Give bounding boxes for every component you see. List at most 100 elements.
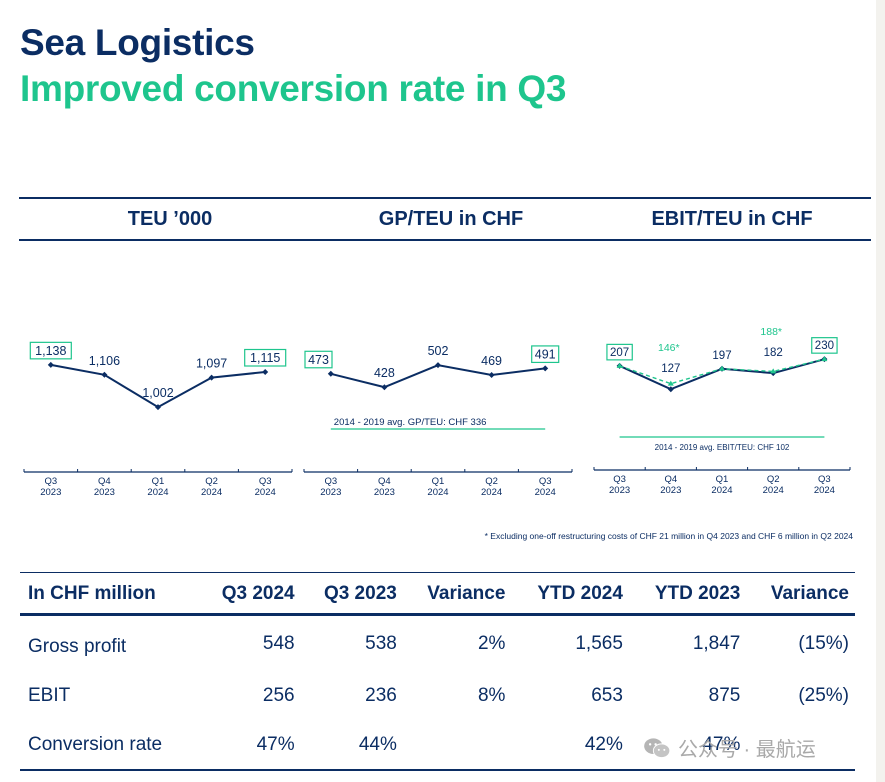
highlight-box: [244, 348, 287, 367]
x-tick-label-year: 2024: [255, 487, 276, 498]
col-header-ytd-2023: YTD 2023: [654, 583, 741, 604]
x-tick-label-quarter: Q1: [432, 476, 445, 487]
data-point: [488, 371, 495, 378]
x-tick-label-year: 2024: [427, 487, 448, 498]
cell: [403, 720, 512, 770]
chart-title-ebit-teu: EBIT/TEU in CHF: [651, 208, 813, 230]
col-header-q3-2024: Q3 2024: [221, 583, 295, 604]
reference-line-label: 2014 - 2019 avg. EBIT/TEU: CHF 102: [655, 443, 790, 452]
highlight-box: [304, 350, 333, 369]
data-point: [47, 361, 54, 368]
x-tick-label-year: 2023: [660, 485, 681, 496]
cell: 1,847: [692, 632, 741, 654]
data-label: 428: [374, 366, 395, 380]
cell: (25%): [798, 684, 849, 706]
x-tick-label-quarter: Q4: [664, 474, 677, 485]
table-row: EBIT 256 236 8% 653 875 (25%): [20, 671, 855, 720]
series-line: [330, 364, 546, 389]
col-header-ytd-2024: YTD 2024: [537, 583, 623, 604]
wechat-icon: [644, 737, 671, 758]
data-label: 1,115: [250, 351, 280, 365]
cell: (15%): [798, 632, 849, 654]
col-header-metric: In CHF million: [28, 583, 156, 604]
watermark: 公众号 · 最航运: [642, 733, 816, 762]
x-tick-label-quarter: Q4: [378, 476, 391, 487]
x-tick-label-quarter: Q3: [613, 474, 626, 485]
data-point: [262, 369, 269, 375]
cell-metric: EBIT: [28, 684, 71, 706]
data-point-adjusted: [821, 356, 828, 362]
table-row: Conversion rate 47% 44% 42% 47%: [20, 720, 855, 770]
right-edge-strip: [876, 0, 885, 782]
data-point-adjusted: [667, 380, 674, 386]
x-tick-label-quarter: Q3: [259, 476, 272, 487]
data-label: 207: [610, 347, 629, 359]
x-tick-label-year: 2024: [147, 487, 168, 498]
highlight-box: [606, 343, 633, 361]
reference-line-label: 2014 - 2019 avg. GP/TEU: CHF 336: [334, 417, 487, 428]
cell: 42%: [584, 733, 623, 755]
cell: 548: [262, 632, 295, 654]
cell: 8%: [477, 684, 506, 706]
data-point: [381, 384, 388, 391]
x-tick-label-quarter: Q1: [716, 474, 729, 485]
data-label-adjusted: 188*: [760, 326, 782, 338]
x-tick-label-year: 2023: [94, 487, 115, 498]
col-header-q3-2023: Q3 2023: [323, 583, 397, 604]
data-point: [327, 370, 334, 377]
cell: 653: [591, 684, 623, 706]
cell: 256: [262, 684, 295, 706]
data-label: 197: [712, 350, 731, 362]
data-point: [667, 386, 674, 393]
x-tick-label-quarter: Q3: [539, 476, 552, 487]
col-header-variance-q: Variance: [427, 583, 506, 604]
data-label: 1,106: [89, 354, 120, 368]
cell: 236: [365, 684, 397, 706]
data-label: 469: [481, 354, 502, 368]
data-point: [435, 362, 441, 369]
x-tick-label-year: 2024: [711, 485, 732, 496]
data-point-adjusted: [616, 362, 623, 368]
charts-top-divider: [19, 197, 871, 199]
table-header-row: In CHF million Q3 2024 Q3 2023 Variance …: [20, 572, 855, 615]
highlight-box: [531, 345, 560, 364]
x-tick-label-year: 2024: [763, 485, 784, 496]
chart-title-gp-teu: GP/TEU in CHF: [378, 208, 524, 230]
x-tick-label-year: 2023: [320, 487, 341, 498]
financial-table: In CHF million Q3 2024 Q3 2023 Variance …: [20, 572, 855, 771]
cell: 1,565: [575, 632, 623, 654]
data-label: 1,097: [196, 357, 227, 371]
highlight-box: [811, 337, 838, 354]
cell: 47%: [256, 733, 295, 755]
x-tick-label-quarter: Q4: [98, 476, 111, 487]
x-tick-label-year: 2023: [374, 487, 395, 498]
data-label: 1,002: [142, 386, 173, 400]
cell: 875: [708, 684, 741, 706]
data-label: 127: [661, 363, 680, 375]
x-tick-label-year: 2024: [481, 487, 502, 498]
data-label: 230: [815, 340, 834, 352]
col-header-variance-ytd: Variance: [770, 583, 849, 604]
x-tick-label-quarter: Q3: [44, 476, 57, 487]
x-tick-label-year: 2024: [535, 487, 556, 498]
kpi-charts: Q32023Q42023Q12024Q22024Q320241,1381,106…: [23, 326, 851, 498]
chart-title-teu: TEU ’000: [127, 208, 213, 230]
data-label: 182: [764, 347, 783, 359]
cell: 2%: [477, 632, 506, 654]
x-tick-label-quarter: Q3: [818, 474, 831, 485]
cell: 538: [365, 632, 397, 654]
data-point-adjusted: [719, 365, 725, 371]
data-point-adjusted: [770, 368, 777, 374]
cell-metric: Gross profit: [28, 635, 127, 657]
data-label: 502: [428, 344, 449, 358]
data-label: 491: [535, 347, 556, 361]
data-label: 473: [308, 353, 329, 367]
footnote: * Excluding one-off restructuring costs …: [484, 531, 853, 541]
cell: 47%: [702, 733, 741, 755]
x-tick-label-quarter: Q2: [205, 476, 218, 487]
x-tick-label-year: 2023: [609, 485, 630, 496]
cell-metric: Conversion rate: [28, 733, 163, 755]
x-tick-label-year: 2023: [40, 487, 61, 498]
highlight-box: [29, 341, 72, 360]
data-label: 1,138: [35, 344, 66, 358]
